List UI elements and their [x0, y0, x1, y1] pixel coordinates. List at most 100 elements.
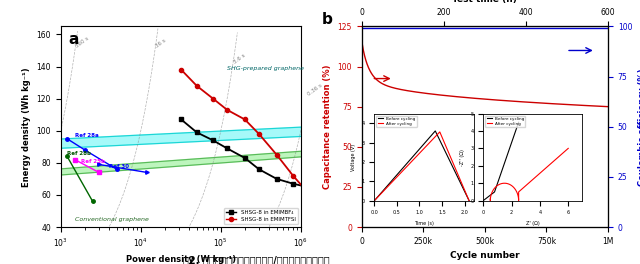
Before cycling [394, 172, 402, 175]
Before cycling [481, 198, 489, 201]
Y-axis label: Coulombic efficiency (%): Coulombic efficiency (%) [638, 68, 640, 186]
Before cycling [488, 192, 496, 195]
After cycling [436, 130, 444, 134]
SHSG-8 in EMIMTFSI [193, 84, 200, 87]
After cycling [462, 191, 470, 194]
SHSG-8 in EMIMTFSI [273, 153, 280, 156]
Text: 图2. 石墨烯基超级电容器的能量/功率性能和循环寿命: 图2. 石墨烯基超级电容器的能量/功率性能和循环寿命 [182, 255, 330, 264]
After cycling [422, 144, 430, 148]
Before cycling [500, 164, 508, 167]
Before cycling [486, 194, 494, 197]
Text: 360 s: 360 s [75, 36, 90, 49]
After cycling [431, 136, 438, 139]
Before cycling [504, 152, 511, 155]
Text: Ref 28b: Ref 28b [67, 151, 91, 156]
After cycling [523, 183, 531, 187]
After cycling [394, 174, 402, 177]
Text: Ref 30: Ref 30 [109, 164, 129, 169]
Before cycling [496, 176, 504, 179]
SHSG-8 in EMIMTFSI [289, 174, 297, 177]
Polygon shape [0, 132, 595, 206]
Before cycling [483, 197, 490, 200]
After cycling [390, 179, 397, 182]
Before cycling [431, 129, 439, 133]
Text: 3.6 s: 3.6 s [232, 53, 246, 65]
Y-axis label: Capacitance retention (%): Capacitance retention (%) [323, 64, 332, 189]
Text: Ref 28a: Ref 28a [75, 133, 99, 138]
Before cycling [490, 191, 498, 194]
Legend: Before cycling, After cycling: Before cycling, After cycling [376, 116, 417, 127]
SHSG-8 in EMIMBF₄ [289, 182, 297, 185]
After cycling [465, 199, 473, 202]
Before cycling [465, 199, 473, 202]
Y-axis label: -Z'' (Ω): -Z'' (Ω) [460, 149, 465, 166]
Text: Ref 25b: Ref 25b [81, 159, 105, 164]
Before cycling [423, 139, 431, 142]
Before cycling [484, 195, 492, 199]
Before cycling [508, 142, 515, 145]
Before cycling [499, 166, 507, 169]
Line: SHSG-8 in EMIMBF₄: SHSG-8 in EMIMBF₄ [179, 117, 309, 189]
X-axis label: Test time (h): Test time (h) [452, 0, 517, 4]
Before cycling [492, 186, 500, 189]
SHSG-8 in EMIMTFSI [223, 108, 231, 111]
Before cycling [490, 191, 497, 194]
Text: a: a [68, 32, 78, 48]
SHSG-8 in EMIMBF₄ [223, 147, 231, 150]
Before cycling [506, 145, 514, 148]
SHSG-8 in EMIMTFSI [303, 190, 311, 193]
Before cycling [459, 187, 467, 190]
Before cycling [497, 173, 504, 177]
Before cycling [488, 193, 495, 196]
SHSG-8 in EMIMBF₄ [255, 168, 263, 171]
After cycling [531, 177, 538, 180]
Text: 0.36 s: 0.36 s [307, 83, 324, 97]
After cycling [515, 199, 522, 202]
Legend: SHSG-8 in EMIMBF₄, SHSG-8 in EMIMTFSI: SHSG-8 in EMIMBF₄, SHSG-8 in EMIMTFSI [224, 208, 298, 224]
SHSG-8 in EMIMBF₄ [273, 177, 280, 181]
Before cycling [512, 128, 520, 131]
Before cycling [482, 197, 490, 200]
Before cycling [390, 177, 398, 180]
Before cycling [371, 199, 378, 202]
Before cycling [484, 195, 492, 198]
Text: b: b [322, 12, 333, 27]
SHSG-8 in EMIMBF₄ [177, 118, 185, 121]
Before cycling [495, 178, 502, 181]
Line: Before cycling: Before cycling [374, 131, 469, 201]
X-axis label: Power density (W kg⁻¹): Power density (W kg⁻¹) [125, 255, 236, 264]
After cycling [371, 199, 378, 202]
Before cycling [510, 135, 518, 138]
Before cycling [497, 171, 505, 174]
SHSG-8 in EMIMBF₄ [303, 185, 311, 188]
After cycling [494, 184, 502, 187]
After cycling [460, 185, 467, 188]
Before cycling [484, 196, 492, 199]
Before cycling [503, 154, 511, 157]
SHSG-8 in EMIMTFSI [209, 97, 217, 100]
Before cycling [511, 133, 518, 136]
X-axis label: Z' (Ω): Z' (Ω) [526, 221, 540, 226]
Text: SHG-prepared graphene: SHG-prepared graphene [227, 66, 304, 71]
SHSG-8 in EMIMBF₄ [209, 139, 217, 142]
Before cycling [511, 130, 519, 133]
Before cycling [509, 138, 516, 141]
After cycling [500, 182, 508, 185]
Before cycling [481, 198, 488, 201]
SHSG-8 in EMIMTFSI [177, 68, 185, 71]
Before cycling [505, 149, 513, 153]
Before cycling [480, 199, 488, 202]
Before cycling [491, 190, 499, 194]
Before cycling [506, 147, 513, 150]
Before cycling [515, 121, 522, 124]
Before cycling [493, 183, 501, 186]
Before cycling [489, 192, 497, 195]
Legend: Before cycling, After cycling: Before cycling, After cycling [485, 116, 525, 127]
Before cycling [462, 192, 470, 195]
Y-axis label: Voltage (V): Voltage (V) [351, 144, 356, 171]
Before cycling [498, 169, 506, 172]
Before cycling [486, 194, 493, 197]
After cycling [564, 147, 572, 150]
Before cycling [431, 129, 439, 133]
Before cycling [508, 140, 516, 143]
